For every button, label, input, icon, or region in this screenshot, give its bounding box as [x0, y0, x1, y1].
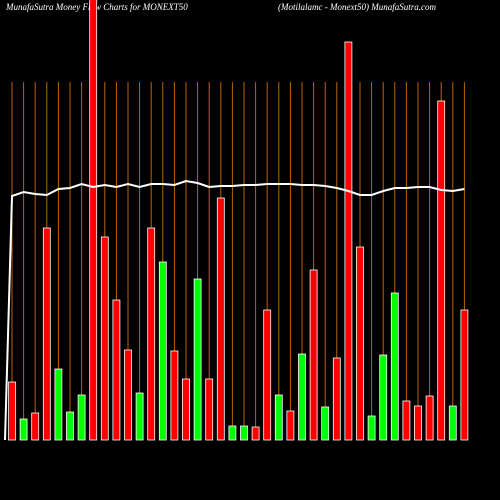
bar	[379, 354, 388, 441]
bar	[367, 415, 376, 441]
bar	[228, 425, 237, 441]
bar	[240, 425, 248, 441]
bar	[54, 368, 63, 441]
plot-area	[4, 0, 469, 441]
bar	[100, 236, 109, 441]
bar	[19, 418, 28, 441]
chart-subtitle: (Motilalamc - Monext50) MunafaSutra.com	[278, 2, 436, 12]
trend-line	[4, 179, 465, 441]
bar	[77, 394, 86, 441]
bar	[124, 349, 132, 441]
bar	[448, 405, 457, 441]
bar	[170, 350, 179, 441]
bar	[158, 261, 167, 441]
bar	[309, 269, 318, 441]
bar	[414, 405, 422, 441]
bar	[89, 0, 98, 441]
bar	[298, 353, 306, 441]
bar	[66, 411, 74, 441]
bar	[216, 197, 225, 441]
bar	[205, 378, 214, 441]
bar	[112, 299, 121, 441]
bar	[402, 400, 411, 441]
bar	[193, 278, 202, 441]
bar	[332, 357, 341, 441]
bar	[344, 41, 353, 441]
bar	[251, 426, 260, 441]
bar	[437, 100, 446, 441]
bar	[135, 392, 144, 441]
bar	[321, 406, 330, 441]
bar	[147, 227, 156, 441]
bar	[390, 292, 399, 441]
bar	[425, 395, 434, 441]
bar	[31, 412, 40, 441]
bar	[356, 246, 364, 441]
bar	[263, 309, 272, 441]
bar	[42, 227, 51, 441]
bar	[460, 309, 469, 441]
bar	[286, 410, 295, 441]
bar	[8, 381, 16, 441]
bar	[182, 378, 190, 441]
bar	[274, 394, 283, 441]
